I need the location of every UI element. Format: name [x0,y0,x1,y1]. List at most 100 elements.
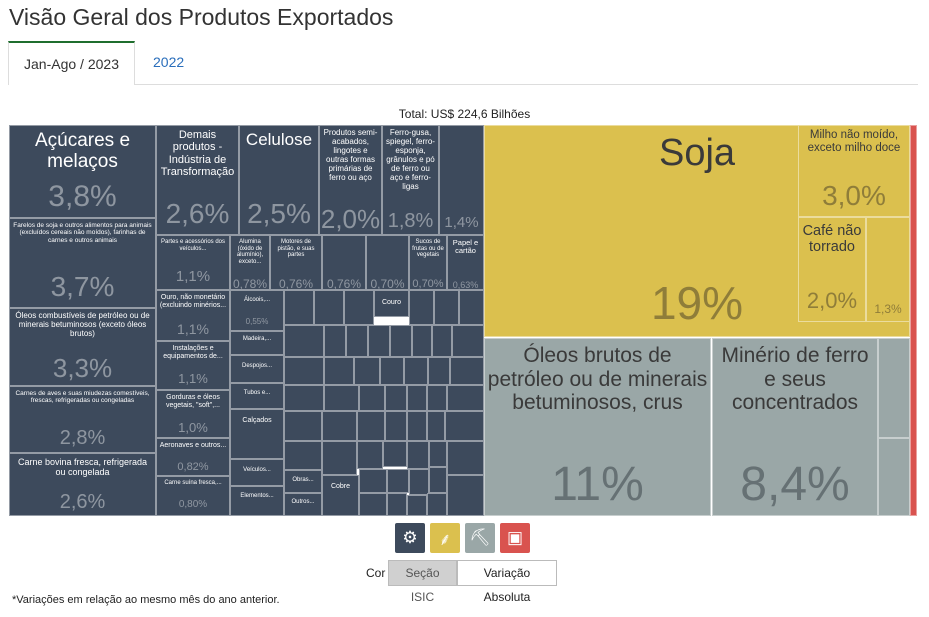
treemap-cell[interactable]: Aeronaves e outros... 0,82% [156,438,230,476]
treemap-cell-small[interactable] [385,411,407,441]
treemap-cell-small[interactable] [447,385,484,411]
treemap-cell[interactable]: Demais produtos - Indústria de Transform… [156,125,239,235]
treemap-cell-outros[interactable] [910,125,917,516]
treemap-cell-small[interactable] [385,385,407,411]
treemap-cell[interactable]: Carne bovina fresca, refrigerada ou cong… [9,453,156,516]
treemap-cell[interactable]: Madeira,... [230,331,284,355]
wheat-icon[interactable]: ⸙ [430,523,460,553]
treemap-cell-small[interactable] [368,325,390,357]
treemap-cell-small[interactable] [357,441,383,469]
treemap-cell-small[interactable] [359,493,387,516]
treemap-cell[interactable]: 0,70% [366,235,409,290]
pickaxe-icon[interactable]: ⛏ [465,523,495,553]
treemap-cell-small[interactable] [452,325,484,357]
treemap-cell[interactable]: 1,4% [439,125,484,235]
treemap-cell[interactable]: Carnes de aves e suas miudezas comestíve… [9,386,156,453]
treemap-cell-small[interactable] [359,469,387,493]
treemap-cell[interactable]: Minério de ferro e seus concentrados 8,4% [712,338,878,516]
treemap-cell-small[interactable] [324,325,346,357]
treemap-cell-small[interactable] [407,385,427,411]
treemap-cell[interactable]: 0,76% [322,235,366,290]
treemap-cell[interactable]: Ouro, não monetário (excluindo minérios.… [156,290,230,341]
treemap-cell-small[interactable] [450,357,484,385]
treemap-cell[interactable]: Sucos de frutas ou de vegetais 0,70% [409,235,447,290]
treemap-cell-small[interactable] [380,357,404,385]
tab-jan-ago-2023[interactable]: Jan-Ago / 2023 [8,41,135,85]
treemap-cell-small[interactable] [284,385,324,411]
treemap-cell-small[interactable] [427,411,445,441]
treemap-cell-small[interactable] [346,325,368,357]
treemap-cell[interactable]: Óleos combustíveis de petróleo ou de min… [9,308,156,386]
treemap-cell[interactable]: Produtos semi-acabados, lingotes e outra… [319,125,382,235]
treemap-cell[interactable]: Açúcares e melaços 3,8% [9,125,156,218]
treemap-cell[interactable]: Calçados [230,409,284,459]
gears-icon[interactable]: ⚙ [395,523,425,553]
treemap-cell-small[interactable] [322,441,357,475]
treemap-cell-small[interactable] [429,467,447,493]
treemap-cell-small[interactable] [404,357,428,385]
treemap-cell[interactable]: Tubos e... [230,383,284,409]
treemap-cell-small[interactable] [284,357,324,385]
treemap-cell[interactable]: Partes e acessórios dos veículos... 1,1% [156,235,230,290]
treemap-cell[interactable]: Ferro-gusa, spiegel, ferro-esponja, grân… [382,125,439,235]
treemap-cell-small[interactable] [387,493,407,516]
treemap-cell-small[interactable] [429,441,447,467]
treemap-cell[interactable]: Alumina (óxido de alumínio), exceto... 0,… [230,235,270,290]
treemap-cell-small[interactable] [383,441,407,467]
treemap-cell[interactable]: 1,3% [866,217,910,322]
treemap-cell-small[interactable] [878,338,910,438]
treemap-cell-small[interactable] [409,469,429,495]
treemap-cell-small[interactable] [324,357,354,385]
treemap-cell-small[interactable] [324,385,359,411]
treemap-cell-small[interactable] [284,441,322,470]
treemap-cell-small[interactable] [427,385,447,411]
treemap-cell-small[interactable] [407,495,427,516]
treemap-cell[interactable]: Obras... [284,470,322,493]
treemap-cell[interactable]: Celulose 2,5% [239,125,319,235]
treemap-cell-small[interactable] [412,325,432,357]
treemap-cell[interactable]: Couro [374,290,409,317]
treemap-cell-small[interactable] [409,290,434,325]
treemap-cell-small[interactable] [447,475,484,516]
treemap-cell[interactable]: Café não torrado 2,0% [798,217,866,322]
treemap-cell-small[interactable] [354,357,380,385]
treemap-cell[interactable]: Instalações e equipamentos de... 1,1% [156,341,230,390]
treemap-cell[interactable]: Milho não moído, exceto milho doce 3,0% [798,125,910,217]
treemap-cell[interactable]: Outros... [284,493,322,516]
isic-section-button[interactable]: Seção ISIC [388,560,457,604]
treemap-cell[interactable]: Motores de pistão, e suas partes 0,76% [270,235,322,290]
treemap-cell-small[interactable] [314,290,344,325]
treemap-cell-small[interactable] [387,469,409,493]
treemap-cell[interactable]: Gorduras e óleos vegetais, "soft",... 1,0… [156,390,230,438]
treemap-cell-small[interactable] [427,493,447,516]
treemap-cell-small[interactable] [445,411,484,441]
treemap-cell-small[interactable] [447,441,484,475]
absolute-variation-button[interactable]: Variação Absoluta [457,560,557,604]
treemap-cell-small[interactable] [344,290,374,325]
treemap-cell[interactable]: Veículos... [230,459,284,486]
treemap-cell-small[interactable] [284,325,324,357]
treemap-cell-small[interactable] [284,290,314,325]
treemap-cell[interactable]: Farelos de soja e outros alimentos para … [9,218,156,308]
treemap-cell-small[interactable] [284,411,322,441]
treemap-cell[interactable]: Elementos... [230,486,284,516]
treemap-cell-small[interactable] [359,385,385,411]
treemap-cell[interactable]: Carne suína fresca,... 0,80% [156,476,230,516]
treemap-cell-small[interactable] [434,290,459,325]
treemap-cell[interactable]: Óleos brutos de petróleo ou de minerais … [484,338,711,516]
treemap-cell[interactable]: Álcoois,... 0,55% [230,290,284,331]
treemap-cell-small[interactable] [357,411,385,441]
treemap-cell-small[interactable] [407,441,429,469]
tab-2022[interactable]: 2022 [153,54,185,70]
treemap-cell-small[interactable] [432,325,452,357]
treemap-cell-small[interactable] [322,411,357,441]
treemap-cell-small[interactable] [390,325,412,357]
treemap-cell-small[interactable] [459,290,484,325]
treemap-cell[interactable]: Papel e cartão 0,63% [447,235,484,290]
treemap-cell-small[interactable] [407,411,427,441]
treemap-cell[interactable]: Despojos... [230,355,284,383]
box-icon[interactable]: ▣ [500,523,530,553]
treemap-cell[interactable]: Cobre [322,475,359,516]
treemap-cell-small[interactable] [878,438,910,516]
treemap-cell-small[interactable] [428,357,450,385]
